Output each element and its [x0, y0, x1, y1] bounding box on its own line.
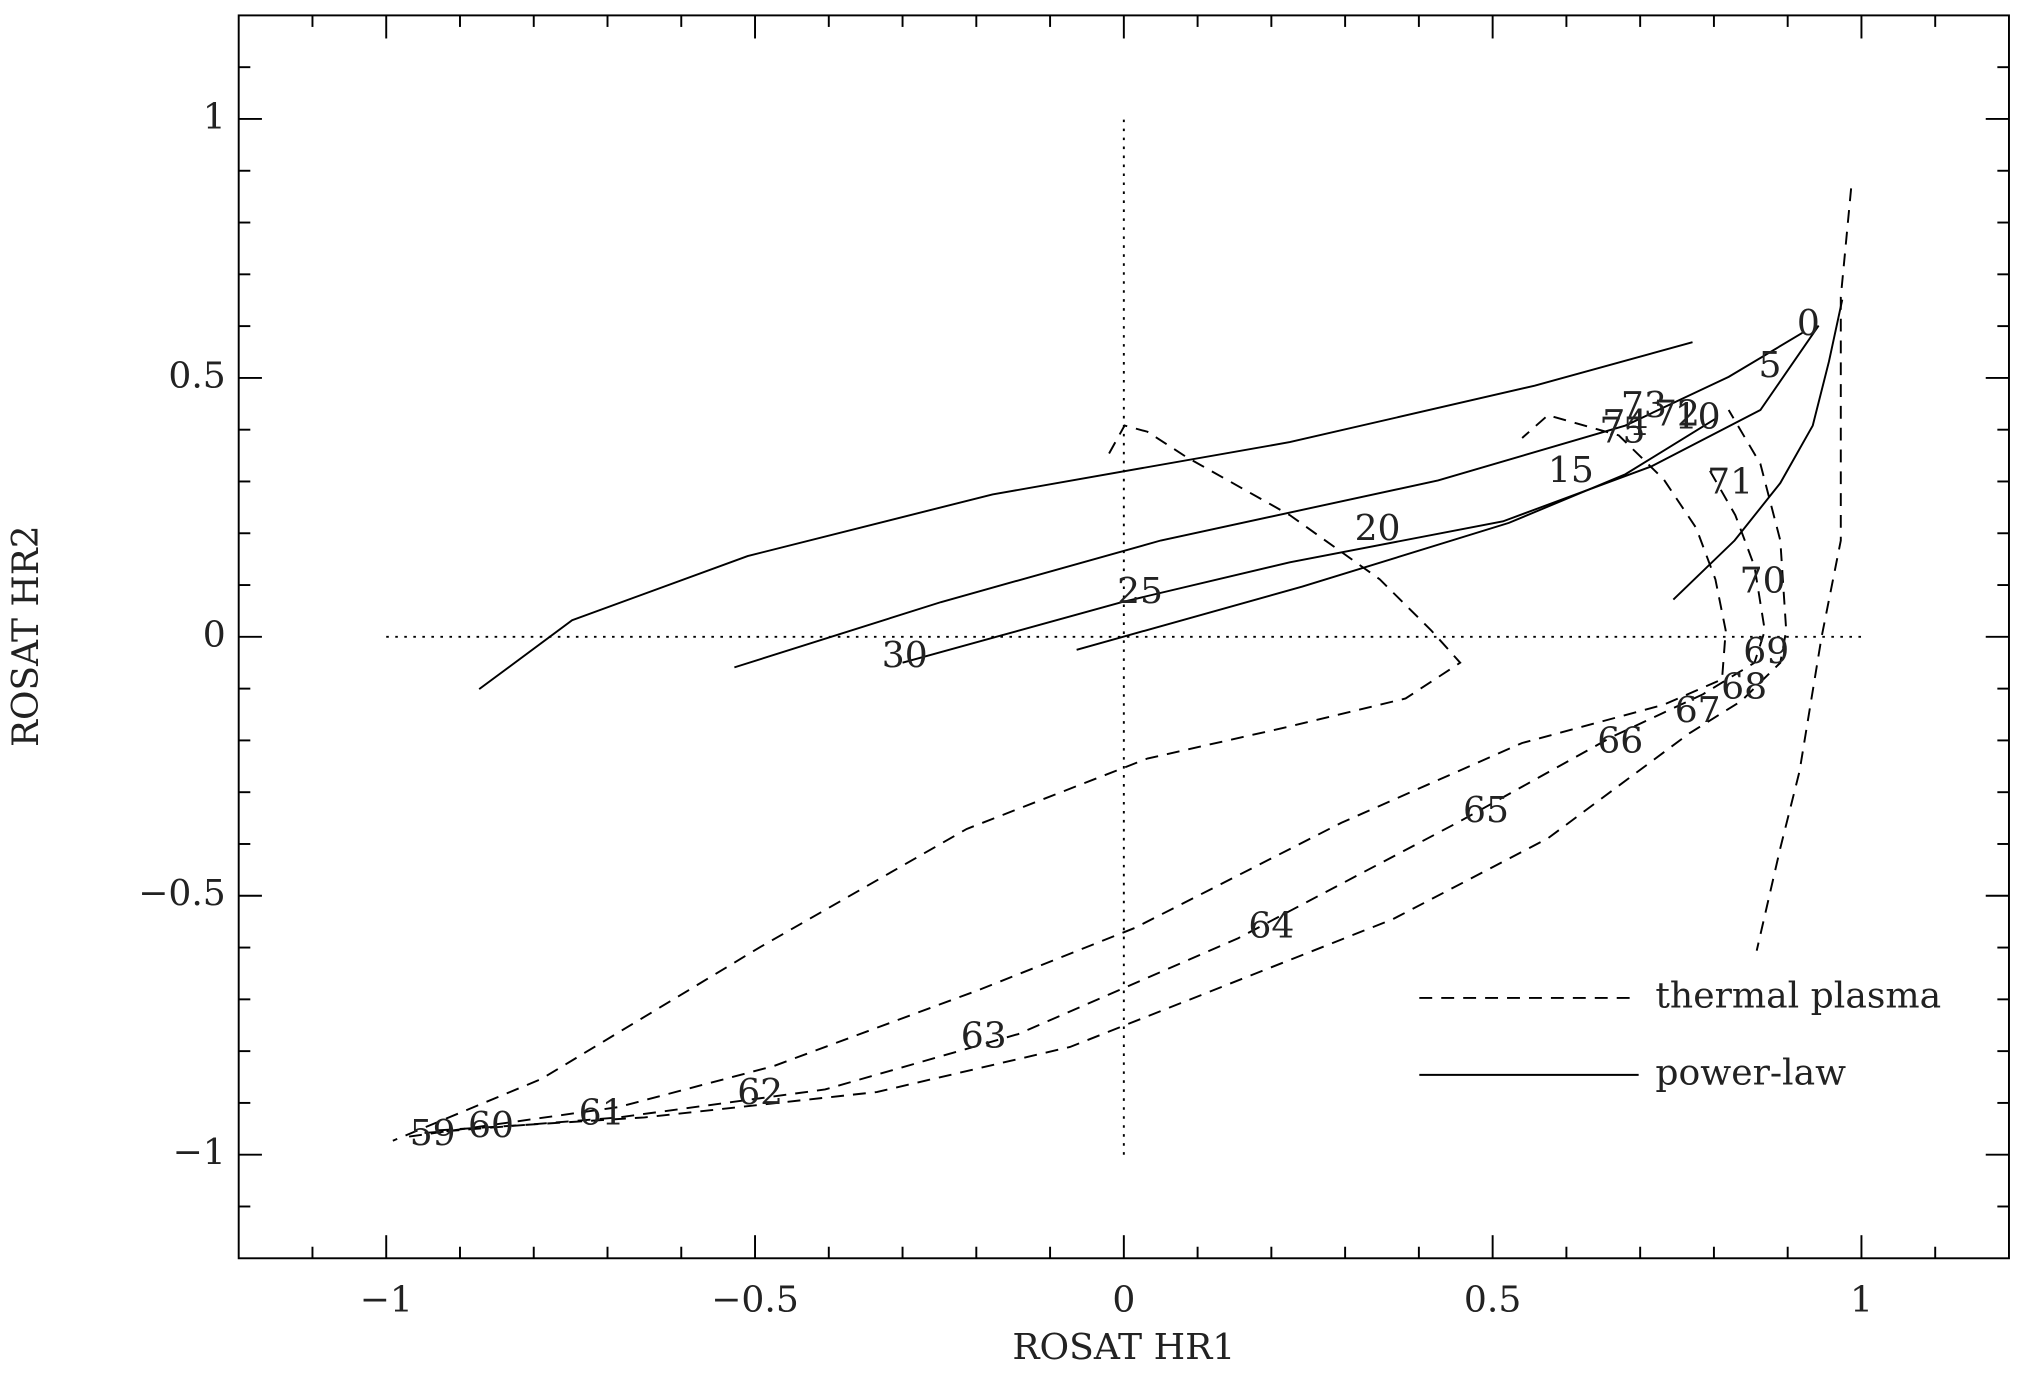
legend-label: thermal plasma: [1655, 975, 1941, 1016]
curve-label: 30: [882, 635, 928, 676]
y-tick-label: 1: [203, 97, 226, 138]
curve-label: 61: [579, 1092, 625, 1133]
y-tick-label: −1: [173, 1132, 226, 1173]
curve-label: 68: [1721, 667, 1767, 708]
curve: [1672, 299, 1844, 601]
curve-label: 73: [1621, 385, 1667, 426]
curve: [408, 414, 1727, 1138]
curve: [1076, 417, 1716, 651]
curve-label: 72: [1654, 394, 1700, 435]
x-axis-label: ROSAT HR1: [1012, 1327, 1235, 1368]
curve-label: 65: [1463, 790, 1509, 831]
curve-label: 71: [1707, 462, 1753, 503]
curve-label: 63: [961, 1016, 1007, 1057]
y-tick-label: 0: [203, 614, 226, 655]
curve: [734, 332, 1803, 669]
curve-label: 67: [1675, 690, 1721, 731]
curve-label: 60: [468, 1105, 514, 1146]
curve: [392, 424, 1462, 1142]
x-tick-label: 0: [1112, 1279, 1135, 1320]
curve-label: 66: [1597, 721, 1643, 762]
curve: [902, 325, 1820, 664]
curve-label: 20: [1355, 508, 1401, 549]
curve-label: 74: [1602, 403, 1648, 444]
x-tick-label: 1: [1850, 1279, 1873, 1320]
curve: [478, 341, 1693, 690]
curve-label: 64: [1248, 905, 1294, 946]
curve-label: 75: [1599, 410, 1645, 451]
y-axis-label: ROSAT HR2: [6, 525, 47, 747]
x-tick-label: 0.5: [1464, 1279, 1521, 1320]
y-tick-label: 0.5: [168, 355, 225, 396]
curve: [437, 409, 1788, 1132]
curve-label: 15: [1548, 450, 1594, 491]
x-tick-label: −0.5: [711, 1279, 799, 1320]
curve: [1755, 188, 1853, 951]
curve-label: 62: [737, 1072, 783, 1113]
legend-label: power-law: [1655, 1052, 1846, 1093]
curve-label: 5: [1758, 345, 1781, 386]
curve-label: 10: [1675, 396, 1721, 437]
y-tick-label: −0.5: [138, 873, 226, 914]
curve-label: 59: [410, 1113, 456, 1154]
curve-label: 69: [1743, 631, 1789, 672]
curve-label: 0: [1797, 303, 1820, 344]
x-tick-label: −1: [360, 1279, 413, 1320]
curve: [424, 469, 1766, 1134]
curve-label: 70: [1740, 561, 1786, 602]
curve-label: 25: [1117, 571, 1163, 612]
